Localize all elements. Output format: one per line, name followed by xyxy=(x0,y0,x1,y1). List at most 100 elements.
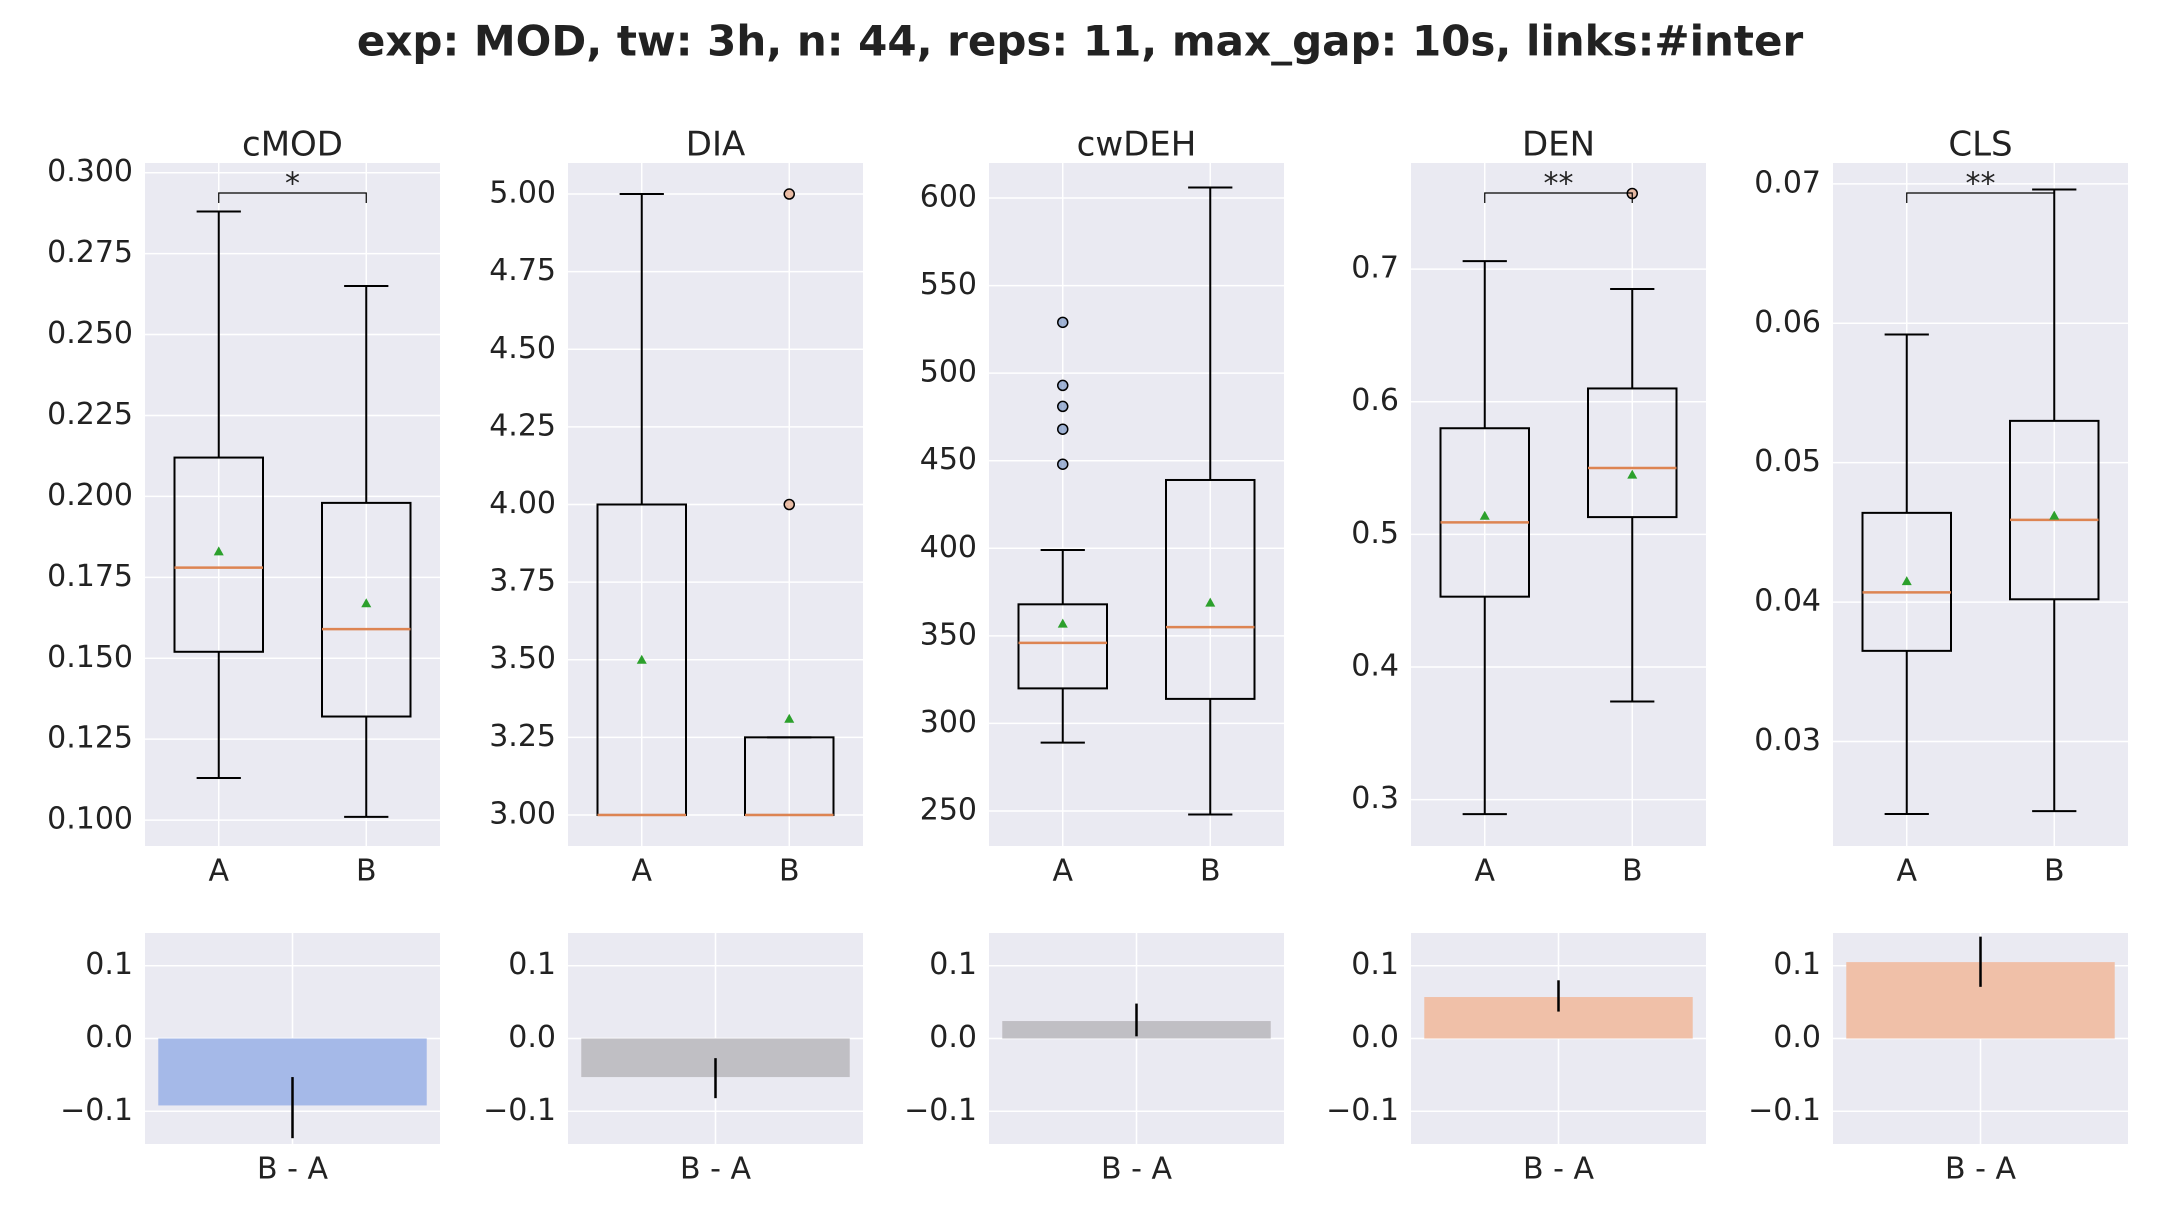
y-tick-label: 0.0 xyxy=(1773,1020,1821,1055)
y-tick-label: 0.03 xyxy=(1754,723,1821,758)
mean-marker xyxy=(213,546,224,556)
x-tick-label: B - A xyxy=(1945,1152,2016,1187)
significance-bracket xyxy=(1484,192,1633,203)
outlier xyxy=(1057,379,1069,392)
panel-title: DIA xyxy=(686,125,745,165)
y-tick-label: 0.0 xyxy=(508,1020,556,1055)
y-tick-label: 0.0 xyxy=(85,1020,133,1055)
y-tick-label: 550 xyxy=(920,267,977,302)
y-tick-label: 0.250 xyxy=(47,316,133,351)
figure-title: exp: MOD, tw: 3h, n: 44, reps: 11, max_g… xyxy=(357,17,1804,66)
panel-title: cwDEH xyxy=(1077,125,1197,165)
mean-marker xyxy=(784,713,795,723)
y-tick-label: 0.100 xyxy=(47,802,133,837)
y-tick-label: 4.50 xyxy=(489,331,556,366)
mean-marker xyxy=(2049,510,2060,520)
x-tick-label: B - A xyxy=(680,1152,751,1187)
significance-label: ** xyxy=(1966,167,1996,202)
x-tick-label: B - A xyxy=(1101,1152,1172,1187)
mean-marker xyxy=(1901,576,1912,586)
box xyxy=(1861,511,1952,652)
y-tick-label: −0.1 xyxy=(60,1093,133,1128)
box xyxy=(1017,603,1108,690)
y-tick-label: 0.1 xyxy=(929,947,977,982)
x-tick-label: B - A xyxy=(257,1152,328,1187)
significance-bracket xyxy=(218,192,367,203)
outlier xyxy=(1057,400,1069,413)
y-tick-label: 0.0 xyxy=(1351,1020,1399,1055)
y-tick-label: 0.1 xyxy=(1773,947,1821,982)
y-tick-label: 4.00 xyxy=(489,486,556,521)
mean-marker xyxy=(1205,597,1216,607)
y-tick-label: 0.04 xyxy=(1754,584,1821,619)
significance-label: * xyxy=(285,167,300,202)
outlier xyxy=(1057,458,1069,470)
x-tick-label: A xyxy=(1474,854,1495,889)
y-tick-label: 3.00 xyxy=(489,796,556,831)
y-tick-label: 3.25 xyxy=(489,719,556,754)
y-tick-label: 0.4 xyxy=(1351,648,1399,683)
box xyxy=(173,456,264,653)
y-tick-label: 0.1 xyxy=(85,947,133,982)
mean-marker xyxy=(636,654,647,664)
y-tick-label: 0.05 xyxy=(1754,444,1821,479)
y-tick-label: 0.1 xyxy=(1351,947,1399,982)
y-tick-label: 4.75 xyxy=(489,253,556,288)
outlier xyxy=(783,498,795,511)
y-tick-label: 0.175 xyxy=(47,559,133,594)
y-tick-label: 4.25 xyxy=(489,408,556,443)
box xyxy=(2009,419,2100,601)
y-tick-label: −0.1 xyxy=(1748,1093,1821,1128)
y-tick-label: 350 xyxy=(920,617,977,652)
plot-background xyxy=(1833,163,2128,846)
y-tick-label: 3.50 xyxy=(489,641,556,676)
y-tick-label: 500 xyxy=(920,355,977,390)
x-tick-label: B - A xyxy=(1523,1152,1594,1187)
y-tick-label: 0.3 xyxy=(1351,781,1399,816)
y-tick-label: 300 xyxy=(920,705,977,740)
plot-background xyxy=(989,163,1284,846)
y-tick-label: 0.225 xyxy=(47,397,133,432)
box xyxy=(321,501,412,718)
y-tick-label: 0.300 xyxy=(47,154,133,189)
y-tick-label: 0.5 xyxy=(1351,516,1399,551)
y-tick-label: 5.00 xyxy=(489,176,556,211)
mean-marker xyxy=(1627,469,1638,479)
plot-background xyxy=(1411,163,1706,846)
y-tick-label: 250 xyxy=(920,792,977,827)
y-tick-label: 0.06 xyxy=(1754,305,1821,340)
panel-title: DEN xyxy=(1522,125,1595,165)
y-tick-label: −0.1 xyxy=(1326,1093,1399,1128)
outlier xyxy=(1057,423,1069,435)
mean-marker xyxy=(1479,510,1490,520)
significance-bracket xyxy=(1906,192,2055,203)
y-tick-label: 3.75 xyxy=(489,564,556,599)
box xyxy=(1165,478,1256,700)
y-tick-label: 0.125 xyxy=(47,721,133,756)
x-tick-label: A xyxy=(631,854,652,889)
y-tick-label: 0.1 xyxy=(508,947,556,982)
y-tick-label: 0.7 xyxy=(1351,251,1399,286)
y-tick-label: −0.1 xyxy=(904,1093,977,1128)
mean-marker xyxy=(361,598,372,608)
x-tick-label: B xyxy=(356,854,377,889)
panel-title: CLS xyxy=(1948,125,2012,165)
x-tick-label: B xyxy=(1622,854,1643,889)
box xyxy=(1439,427,1530,598)
x-tick-label: B xyxy=(779,854,800,889)
plot-background xyxy=(145,163,440,846)
box xyxy=(1587,387,1678,519)
y-tick-label: 450 xyxy=(920,442,977,477)
x-tick-label: A xyxy=(1896,854,1917,889)
x-tick-label: A xyxy=(1052,854,1073,889)
y-tick-label: 600 xyxy=(920,180,977,215)
y-tick-label: 400 xyxy=(920,530,977,565)
y-tick-label: 0.0 xyxy=(929,1020,977,1055)
y-tick-label: 0.275 xyxy=(47,235,133,270)
y-tick-label: 0.200 xyxy=(47,478,133,513)
y-tick-label: 0.07 xyxy=(1754,165,1821,200)
panel-title: cMOD xyxy=(242,125,343,165)
x-tick-label: B xyxy=(1200,854,1221,889)
significance-label: ** xyxy=(1544,167,1574,202)
